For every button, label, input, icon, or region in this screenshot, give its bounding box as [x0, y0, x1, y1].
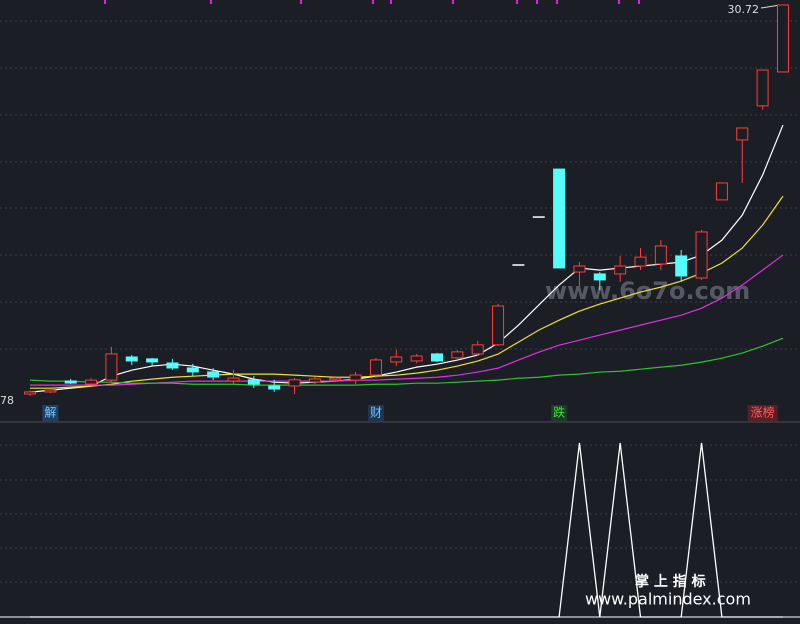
event-marker-bg [42, 405, 59, 421]
event-marker-bg [551, 405, 568, 421]
signal-tick [536, 0, 538, 4]
candle-body [756, 69, 769, 107]
signal-tick [638, 0, 640, 4]
candle-body [308, 378, 321, 383]
candle-body [247, 379, 260, 385]
high-label: 30.72 [728, 3, 760, 16]
grid [0, 20, 800, 583]
candle-body [268, 385, 281, 390]
candle-body [675, 255, 688, 277]
signal-tick [210, 0, 212, 4]
candle-body [410, 355, 423, 362]
high-arrow [760, 4, 781, 9]
signal-tick [516, 0, 518, 4]
event-marker: 跌 [553, 405, 565, 420]
candle-body [125, 356, 138, 362]
candle-body [329, 377, 342, 381]
candle-body [573, 265, 586, 273]
event-marker: 财 [370, 406, 382, 420]
low-label: 78 [0, 394, 14, 407]
ma-line [29, 337, 784, 386]
signal-ticks [104, 0, 640, 4]
candle-body [776, 4, 789, 73]
candle-body [24, 391, 36, 395]
candle-body [105, 353, 118, 381]
watermark-url: www.palmindex.com [585, 590, 751, 609]
candle-body [64, 380, 77, 384]
candle-body [186, 367, 199, 373]
candle-body [369, 359, 382, 376]
candle-body [553, 168, 566, 269]
candle-body [431, 353, 443, 362]
event-marker: 解 [44, 406, 56, 420]
candle-body [146, 358, 159, 363]
event-marker: 涨榜 [751, 405, 775, 420]
signal-tick [618, 0, 620, 4]
watermark-brand: 掌 上 指 标 [635, 573, 706, 590]
signal-tick [390, 0, 392, 4]
candle-body [634, 256, 647, 267]
signal-tick [104, 0, 106, 4]
event-marker-bg [747, 405, 778, 421]
candle-body [654, 245, 667, 265]
indicator-line [30, 442, 783, 618]
candle-body [695, 231, 708, 279]
candle-body [227, 377, 240, 382]
candle-body [390, 356, 403, 363]
candle-body [614, 265, 627, 275]
candle-body [44, 389, 57, 393]
candle-body [492, 305, 505, 346]
signal-tick [372, 0, 374, 4]
signal-tick [300, 0, 302, 4]
candle-body [207, 371, 220, 378]
event-marker-bg [367, 405, 384, 421]
ma-line [30, 195, 784, 389]
candle-body [715, 182, 728, 201]
candle-body [288, 379, 301, 387]
candle-body [349, 374, 362, 381]
signal-tick [556, 0, 558, 4]
candle-body [451, 351, 464, 359]
candle-body [593, 273, 606, 281]
candle-body [85, 379, 98, 385]
signal-tick [452, 0, 454, 4]
candle-body [471, 344, 484, 355]
watermark-site: www.6o7o.com [545, 277, 750, 305]
candle-body [166, 362, 179, 369]
candle-body [736, 127, 749, 141]
